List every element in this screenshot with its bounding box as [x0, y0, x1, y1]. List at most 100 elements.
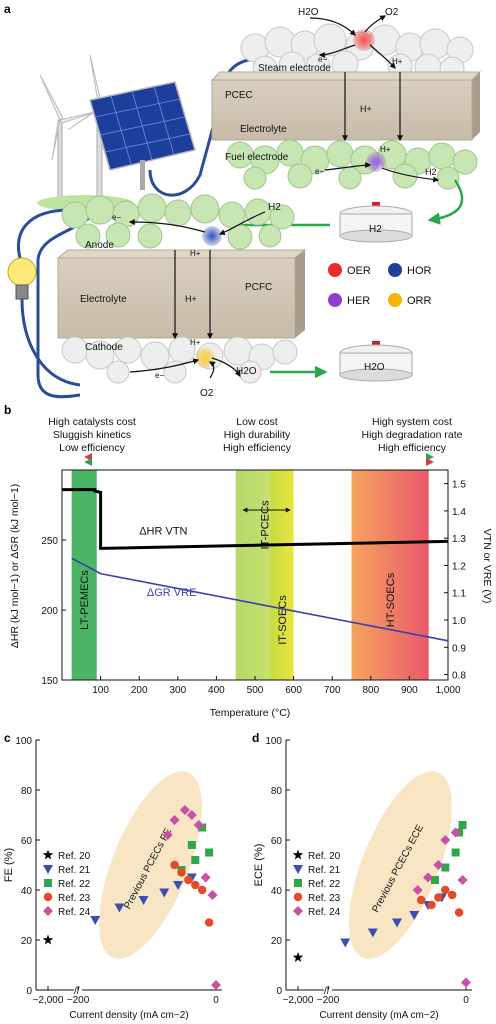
data-point [416, 895, 426, 905]
legend-entry: Ref. 20 [308, 851, 341, 862]
y-tick-label: 200 [41, 606, 58, 617]
panel-c-letter: c [4, 731, 11, 745]
data-point [427, 900, 436, 910]
label-h2-anode: H2 [268, 202, 281, 213]
data-point [184, 875, 193, 885]
label-hplus-top: H+ [392, 57, 403, 66]
region-label-it-soecs: IT-SOECs [277, 595, 289, 645]
previous-pcecs-region [349, 771, 452, 959]
label-dg-vre: ΔGR VRE [147, 587, 197, 599]
data-point [162, 830, 173, 840]
data-point [434, 893, 443, 902]
header-mid-1: Low cost [236, 416, 278, 428]
legend-marker [293, 865, 303, 874]
legend-marker [42, 849, 54, 860]
panel-b-plot: LT-PEMECs IT-PCECs IT-SOECs HT-SOECs 100 200 3… [41, 469, 466, 696]
x-tick-label: 600 [285, 685, 302, 696]
data-point [191, 880, 200, 890]
label-dh-vtn: ΔHR VTN [139, 525, 187, 537]
data-point [292, 952, 304, 962]
data-point [200, 872, 211, 883]
legend-entry: Ref. 22 [58, 879, 91, 890]
legend-entry: Ref. 23 [58, 893, 91, 904]
data-point [433, 860, 444, 870]
x-tick-label: 400 [208, 685, 225, 696]
data-point [177, 868, 186, 877]
data-point [179, 805, 190, 815]
y-tick-label: 40 [21, 886, 33, 897]
label-hplus-mid-top: H+ [360, 104, 372, 114]
legend-entry: Ref. 24 [58, 907, 91, 918]
x-tick-label: 0 [213, 995, 219, 1006]
data-point [138, 896, 149, 905]
h2-tank-label: H2 [369, 224, 382, 235]
label-electrolyte-top: Electrolyte [240, 124, 287, 135]
data-point [186, 810, 197, 820]
y2-tick-label: 1.2 [452, 561, 466, 572]
her-legend-icon [328, 293, 342, 307]
x-tick-label: 700 [324, 685, 341, 696]
solar-panel-icon [89, 81, 196, 190]
data-point [204, 918, 214, 927]
data-point [42, 934, 54, 945]
y2-tick-label: 1.1 [452, 589, 466, 600]
legend-entry: Ref. 22 [308, 879, 341, 890]
axis-break-mark: // [324, 986, 330, 997]
data-point [367, 928, 378, 938]
data-point [412, 885, 423, 895]
y-tick-label: 20 [271, 936, 283, 947]
legend-entry: Ref. 23 [308, 893, 341, 904]
data-point [205, 848, 214, 857]
dh-vtn-line [62, 488, 449, 550]
legend-marker [43, 906, 53, 916]
data-point [159, 888, 170, 898]
h2o-tank-icon: H2O [339, 341, 413, 382]
legend-marker [294, 879, 302, 887]
x-tick-label: 300 [169, 685, 186, 696]
label-anode: Anode [85, 240, 114, 251]
x-axis-label: Current density (mA cm−2) [69, 1010, 188, 1021]
x-tick-label: 900 [401, 685, 418, 696]
panel-b-ylabel-right: VTN or VRE (V) [481, 529, 493, 604]
y-tick-label: 100 [15, 736, 32, 747]
pcec-slab [210, 71, 482, 141]
x-tick-label: 100 [92, 685, 109, 696]
data-point [340, 938, 351, 948]
panel-b: b High catalysts cost Sluggish kinetics … [4, 403, 493, 719]
header-left-2: Sluggish kinetics [53, 429, 131, 441]
x-tick-label: 500 [247, 685, 264, 696]
label-e-anode: e− [112, 213, 121, 222]
legend-marker [292, 849, 304, 860]
legend-entry: Ref. 21 [58, 865, 91, 876]
fuel-electrode-particles [226, 139, 478, 190]
legend-oer: OER [347, 265, 371, 277]
data-point [454, 908, 464, 917]
oer-legend-icon [328, 263, 342, 277]
legend-marker [293, 906, 303, 916]
legend-marker [293, 892, 303, 902]
legend-entry: Ref. 21 [308, 865, 341, 876]
label-hplus-bottom-top: H+ [380, 145, 391, 154]
x-tick-label: 800 [362, 685, 379, 696]
y2-tick-label: 1.3 [452, 534, 466, 545]
oer-site-icon [353, 29, 375, 51]
hor-site-icon [202, 226, 222, 246]
data-point [173, 881, 184, 890]
region-it-soecs [270, 470, 294, 680]
label-hplus-cathode: H+ [190, 338, 201, 347]
data-point [430, 876, 439, 884]
header-right-3: High efficiency [378, 442, 447, 454]
x-tick-label: 200 [131, 685, 148, 696]
data-point [441, 885, 450, 895]
data-point [187, 841, 196, 849]
light-bulb-icon [7, 257, 81, 387]
hor-legend-icon [388, 263, 402, 277]
data-point [458, 821, 467, 829]
label-o2-cathode: O2 [200, 388, 214, 399]
data-point [457, 875, 468, 885]
anode-particles [61, 193, 295, 250]
y-tick-label: 40 [271, 886, 283, 897]
x-tick-label: 0 [463, 995, 469, 1006]
y-tick-label: 60 [271, 836, 283, 847]
label-cathode: Cathode [85, 342, 123, 353]
